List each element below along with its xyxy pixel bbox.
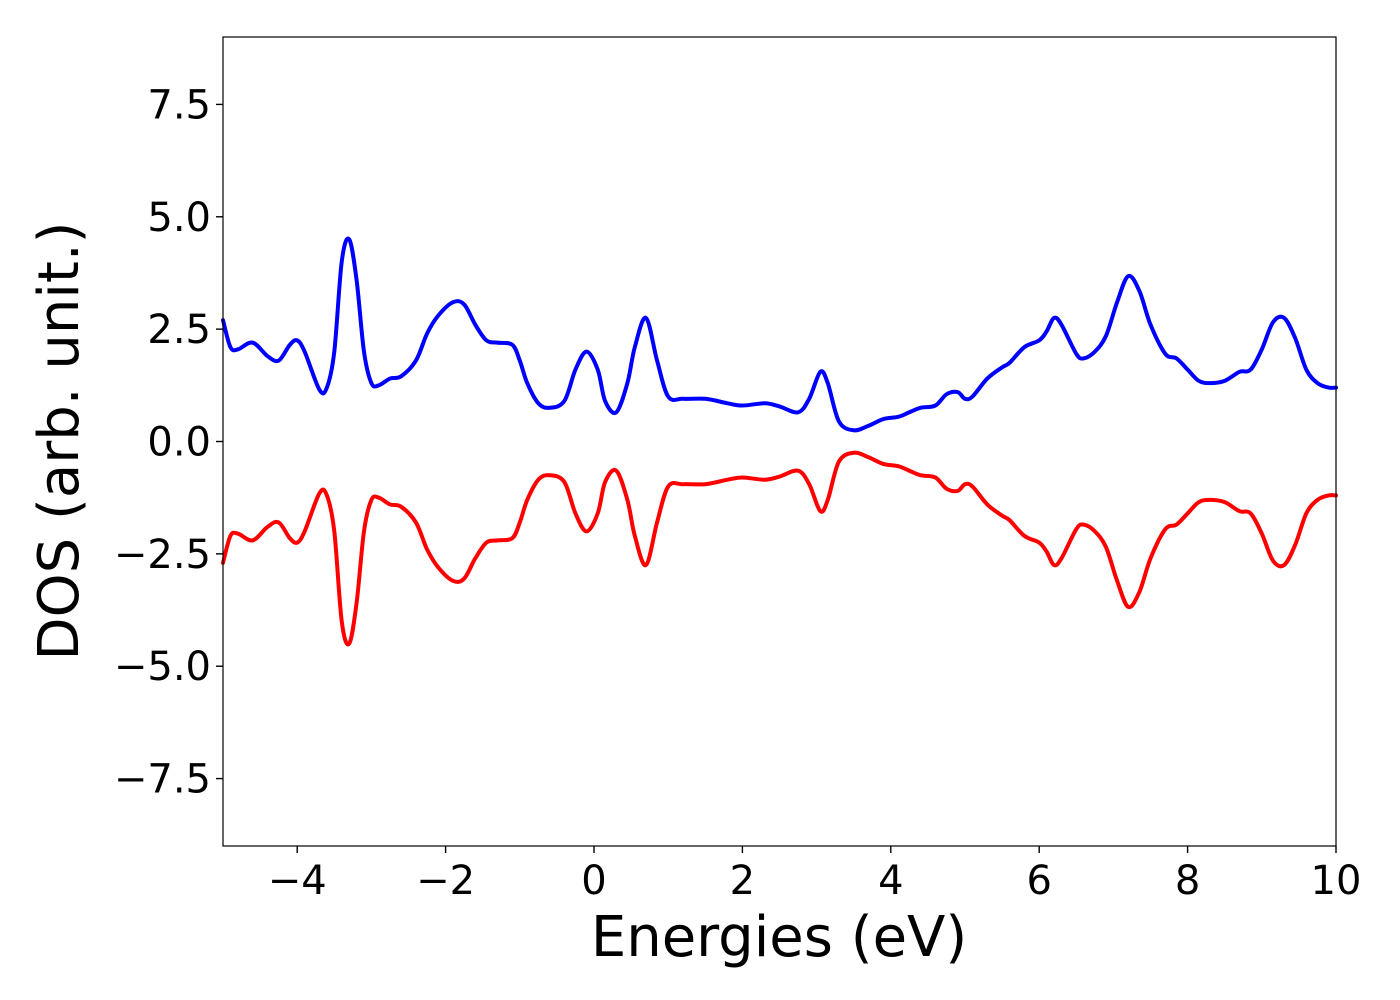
x-tick-label: 2: [730, 858, 755, 904]
x-axis: −4 −2 0 2 4 6 8 10: [268, 846, 1362, 904]
x-tick-label: −2: [416, 858, 475, 904]
spin-up-line: [221, 236, 1338, 433]
x-tick-label: 6: [1026, 858, 1051, 904]
x-tick-label: 4: [878, 858, 903, 904]
y-tick-label: 7.5: [147, 82, 211, 128]
x-tick-label: 0: [581, 858, 606, 904]
x-axis-title: Energies (eV): [591, 905, 967, 970]
y-tick-label: 0.0: [147, 420, 211, 466]
y-axis-title: DOS (arb. unit.): [27, 221, 92, 660]
y-tick-label: −5.0: [114, 644, 211, 690]
y-tick-label: −7.5: [114, 757, 211, 803]
y-tick-label: 5.0: [147, 195, 211, 241]
x-tick-label: −4: [268, 858, 327, 904]
x-tick-label: 10: [1311, 858, 1362, 904]
y-tick-label: 2.5: [147, 307, 211, 353]
x-tick-label: 8: [1175, 858, 1200, 904]
y-tick-label: −2.5: [114, 532, 211, 578]
spin-down-line: [221, 450, 1338, 647]
y-axis: −7.5 −5.0 −2.5 0.0 2.5 5.0 7.5: [114, 82, 223, 803]
series-layer: [221, 236, 1338, 647]
